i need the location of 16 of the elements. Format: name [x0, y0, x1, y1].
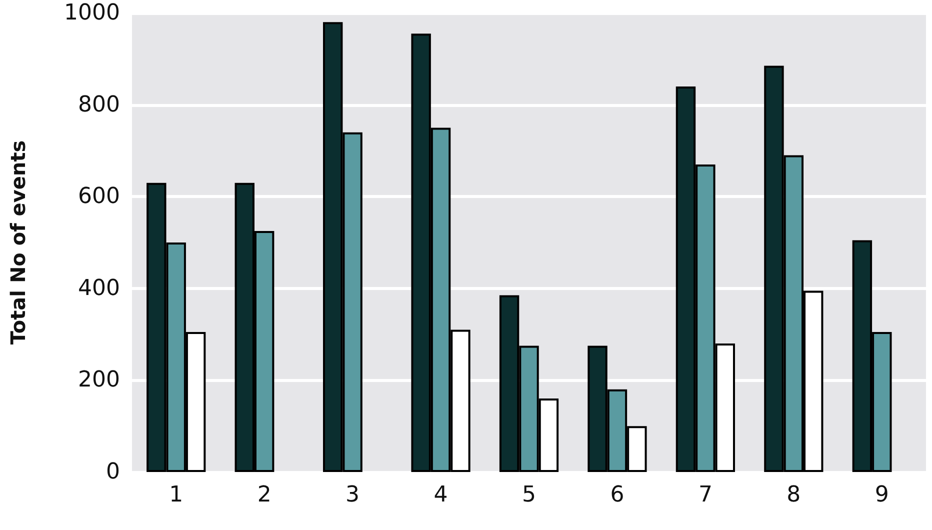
y-tick-label: 200 [78, 368, 120, 393]
x-tick-label: 7 [698, 482, 712, 508]
x-tick-label: 4 [434, 482, 448, 508]
x-tick-label: 9 [874, 482, 889, 508]
x-tick-label: 5 [522, 482, 536, 508]
x-tick-label: 6 [610, 482, 624, 508]
y-tick-label: 400 [78, 276, 120, 301]
y-tick-label: 800 [78, 92, 120, 118]
y-tick-label: 600 [78, 184, 120, 210]
x-tick-label: 3 [346, 482, 360, 508]
x-tick-label: 2 [257, 482, 272, 508]
y-axis-title: Total No of events [6, 140, 30, 345]
x-tick-label: 1 [169, 482, 184, 508]
y-tick-label: 0 [106, 460, 120, 484]
x-tick-label: 8 [786, 482, 801, 508]
y-tick-label: 1000 [64, 0, 120, 26]
